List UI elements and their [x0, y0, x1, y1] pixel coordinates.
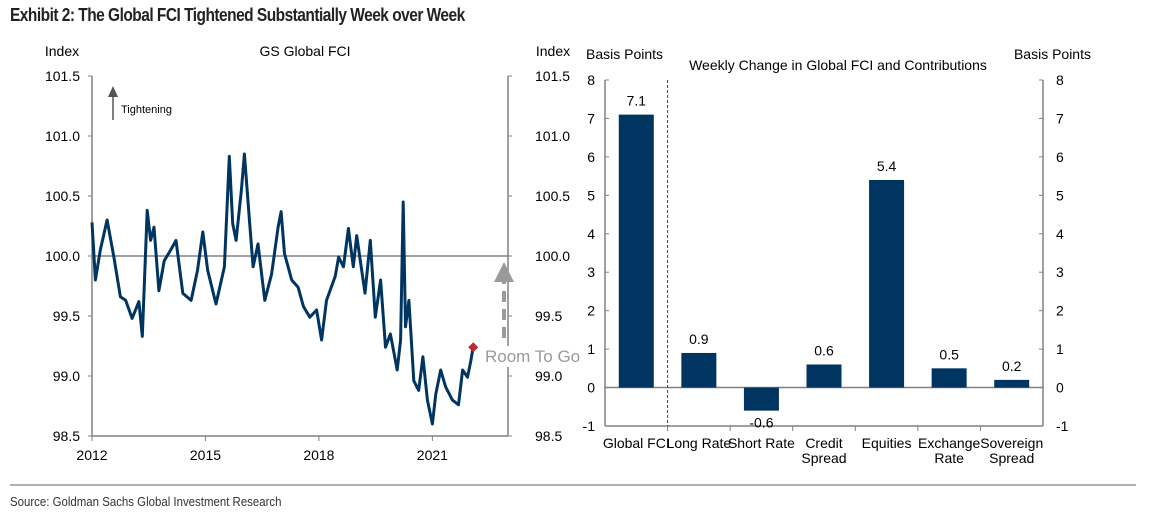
bar-category-label: Long Rate	[667, 435, 732, 451]
bar-right-y-tick-label: 0	[1056, 380, 1064, 396]
bar-left-y-tick-label: 8	[587, 72, 595, 88]
bar-left-y-tick-label: 4	[587, 226, 595, 242]
bar-6	[994, 379, 1030, 388]
bar-right-y-axis-title: Basis Points	[1014, 46, 1091, 62]
bar-left-y-tick-label: 2	[587, 303, 595, 319]
arrow-head-icon	[108, 86, 118, 97]
bar-value-label: -0.6	[749, 415, 773, 431]
bar-right-y-tick-label: 4	[1056, 226, 1064, 242]
x-tick-label: 2012	[76, 447, 107, 463]
bar-1	[681, 352, 717, 388]
bar-category-label: Sovereign	[980, 435, 1043, 451]
bar-left-y-tick-label: 1	[587, 341, 595, 357]
bar-left-y-tick-label: 6	[587, 149, 595, 165]
bar-right-y-tick-label: 6	[1056, 149, 1064, 165]
left-y-axis-title: Index	[45, 43, 79, 59]
bar-value-label: 0.5	[939, 346, 959, 362]
bar-left-y-tick-label: 7	[587, 110, 595, 126]
bar-right-y-tick-label: 3	[1056, 264, 1064, 280]
bar-category-label: Short Rate	[728, 435, 795, 451]
left-y-tick-label: 100.5	[45, 188, 80, 204]
right-y-tick-label: 101.5	[535, 68, 570, 84]
footer-divider	[10, 484, 1136, 486]
room-to-go-arrowhead-icon	[494, 262, 514, 282]
line-chart-title: GS Global FCI	[259, 43, 350, 59]
bar-category-label: Exchange	[918, 435, 980, 451]
x-tick-label: 2021	[417, 447, 448, 463]
left-y-tick-label: 100.0	[45, 248, 80, 264]
left-y-tick-label: 101.0	[45, 128, 80, 144]
right-y-tick-label: 99.0	[535, 368, 562, 384]
bar-value-label: 0.9	[689, 331, 709, 347]
bar-category-label: Credit	[805, 435, 842, 451]
x-tick-label: 2015	[190, 447, 221, 463]
bar-right-y-tick-label: 5	[1056, 187, 1064, 203]
bar-left-y-axis-title: Basis Points	[586, 46, 663, 62]
right-y-tick-label: 98.5	[535, 428, 562, 444]
right-y-axis-title: Index	[536, 43, 570, 59]
right-y-tick-label: 101.0	[535, 128, 570, 144]
bar-right-y-tick-label: 8	[1056, 72, 1064, 88]
tightening-label: Tightening	[121, 104, 172, 116]
left-y-tick-label: 99.5	[53, 308, 80, 324]
bar-category-label: Spread	[989, 450, 1034, 466]
bar-value-label: 7.1	[627, 93, 647, 109]
left-y-tick-label: 99.0	[53, 368, 80, 384]
bar-left-y-tick-label: 3	[587, 264, 595, 280]
bar-category-label: Equities	[862, 435, 912, 451]
bar-category-label: Rate	[934, 450, 964, 466]
bar-2	[743, 387, 779, 411]
bar-value-label: 0.2	[1002, 358, 1022, 374]
bar-right-y-tick-label: 2	[1056, 303, 1064, 319]
bar-category-label: Spread	[801, 450, 846, 466]
bar-chart-title: Weekly Change in Global FCI and Contribu…	[689, 57, 987, 73]
fci-series-line	[90, 152, 475, 426]
bar-right-y-tick-label: 1	[1056, 341, 1064, 357]
bar-0	[618, 114, 654, 388]
source-note: Source: Goldman Sachs Global Investment …	[10, 494, 282, 509]
bar-left-y-tick-label: -1	[583, 418, 596, 434]
room-to-go-label-background	[484, 346, 581, 367]
bar-value-label: 5.4	[877, 158, 897, 174]
bar-category-label: Global FCI	[603, 435, 670, 451]
x-tick-label: 2018	[303, 447, 334, 463]
bar-3	[806, 364, 842, 388]
latest-value-marker	[468, 342, 479, 353]
room-to-go-label: Room To Go	[485, 347, 580, 366]
bar-left-y-tick-label: 0	[587, 380, 595, 396]
right-y-tick-label: 100.5	[535, 188, 570, 204]
left-y-tick-label: 98.5	[53, 428, 80, 444]
right-y-tick-label: 100.0	[535, 248, 570, 264]
left-y-tick-label: 101.5	[45, 68, 80, 84]
bar-value-label: 0.6	[814, 342, 834, 358]
bar-right-y-tick-label: 7	[1056, 110, 1064, 126]
bar-4	[869, 179, 905, 388]
exhibit-title: Exhibit 2: The Global FCI Tightened Subs…	[10, 5, 465, 25]
right-y-tick-label: 99.5	[535, 308, 562, 324]
bar-right-y-tick-label: -1	[1056, 418, 1069, 434]
bar-left-y-tick-label: 5	[587, 187, 595, 203]
bar-5	[931, 368, 967, 388]
